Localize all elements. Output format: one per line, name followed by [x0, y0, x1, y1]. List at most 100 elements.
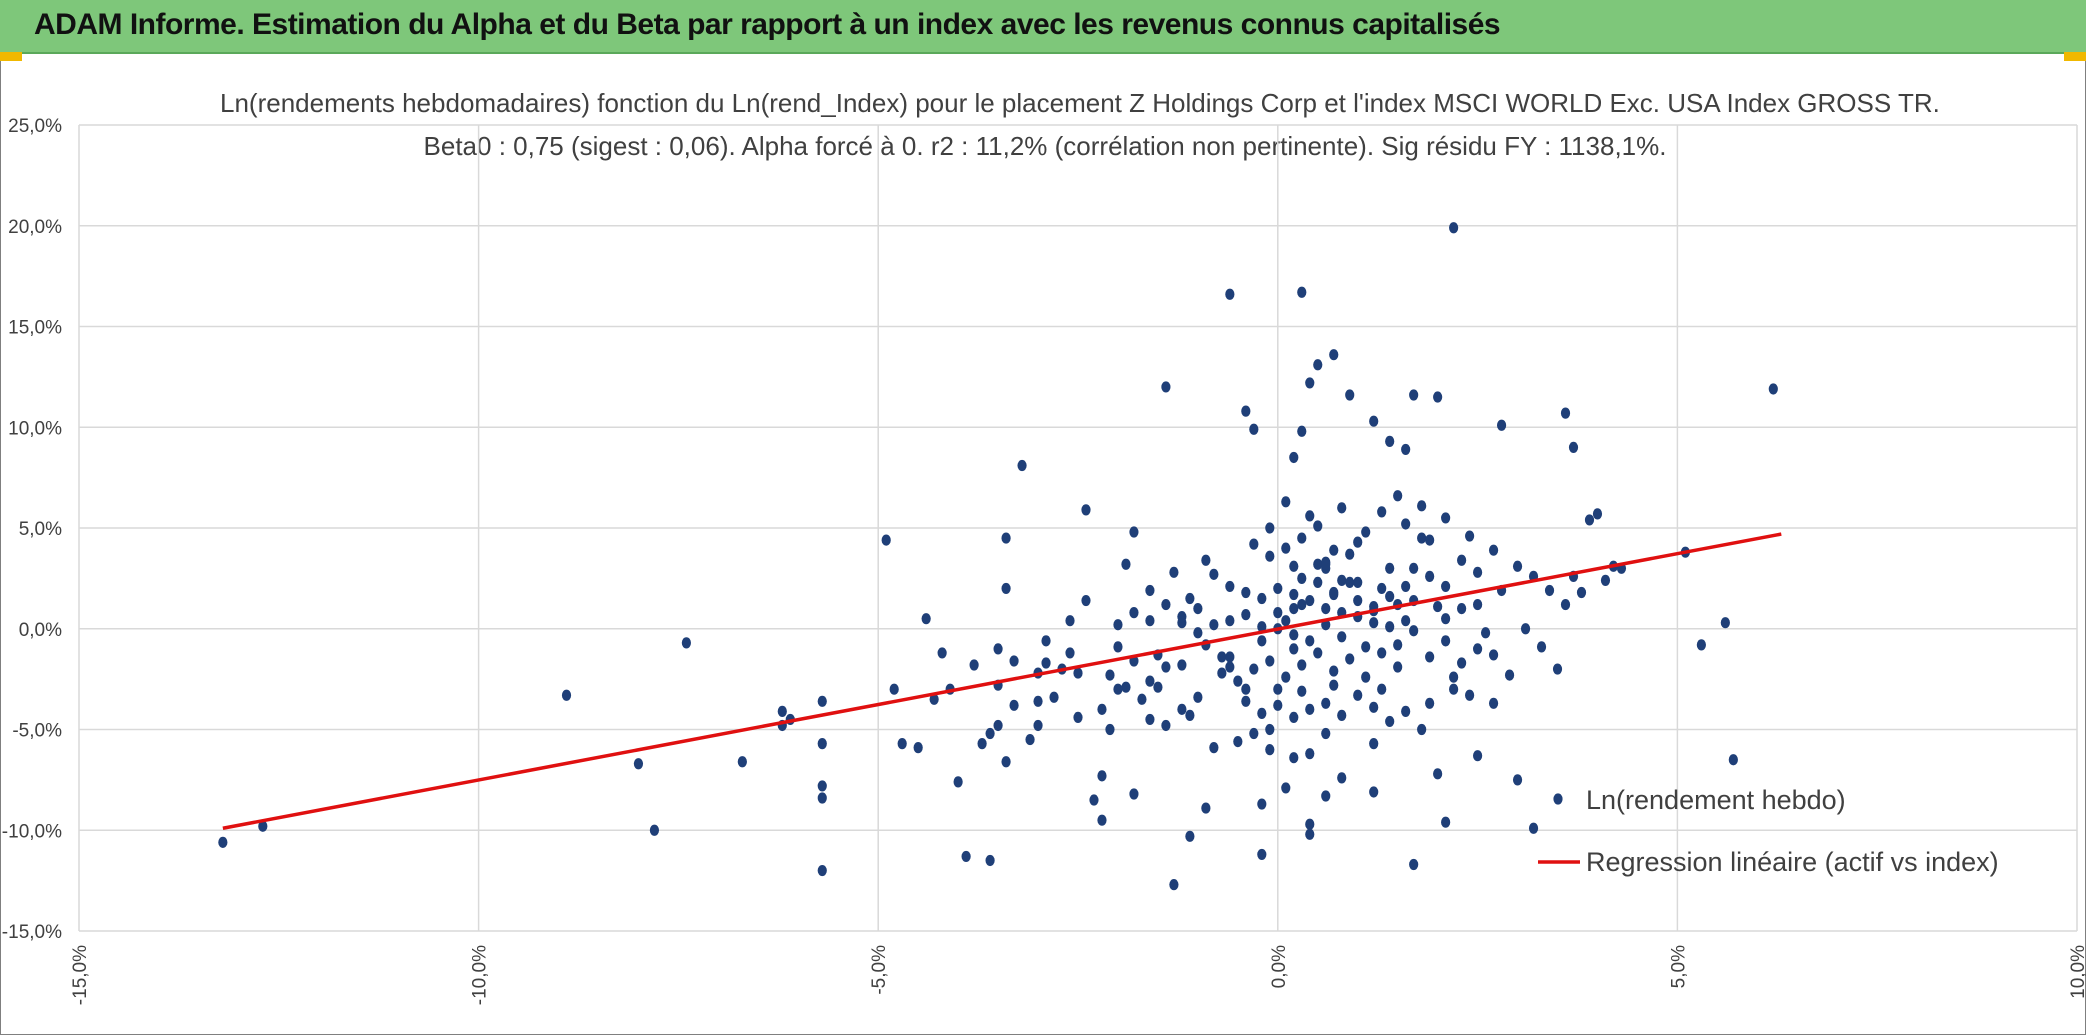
x-tick-label: -5,0% — [869, 945, 890, 995]
data-point — [1560, 407, 1571, 419]
data-point — [1409, 562, 1419, 574]
data-point — [1169, 566, 1179, 578]
data-point — [1353, 594, 1363, 607]
data-point — [1393, 639, 1403, 651]
regression-line-group — [222, 532, 1782, 830]
data-point — [969, 659, 979, 671]
data-point — [1536, 641, 1547, 653]
data-point — [1041, 635, 1051, 647]
data-point — [817, 780, 827, 792]
x-tick-label: 10,0% — [2068, 945, 2086, 999]
data-point — [1297, 572, 1307, 584]
data-point — [1385, 715, 1395, 728]
data-point — [777, 705, 787, 717]
grid-lines — [78, 124, 2078, 932]
data-point — [1233, 735, 1243, 748]
legend-scatter-label: Ln(rendement hebdo) — [1586, 785, 1846, 815]
data-point — [1353, 576, 1363, 589]
data-point — [1305, 828, 1315, 840]
data-point — [1441, 635, 1451, 647]
data-point — [1305, 748, 1315, 760]
data-point — [633, 758, 644, 770]
data-point — [1249, 538, 1259, 550]
data-point — [1361, 671, 1371, 683]
data-point — [1081, 594, 1091, 607]
data-point — [1393, 490, 1403, 502]
data-point — [1241, 695, 1251, 707]
data-point — [1305, 635, 1315, 647]
data-point — [1313, 647, 1323, 659]
data-point — [929, 693, 939, 705]
data-point — [1433, 600, 1443, 613]
data-point — [1193, 691, 1203, 703]
data-point — [1520, 623, 1531, 635]
data-point — [1161, 598, 1171, 611]
data-point — [1009, 699, 1019, 711]
data-point — [1289, 752, 1299, 764]
data-point — [1449, 222, 1459, 234]
data-point — [1305, 594, 1315, 607]
legend-line-label: Regression linéaire (actif vs index) — [1586, 847, 1999, 877]
data-point — [1001, 582, 1011, 595]
data-point — [1457, 554, 1467, 566]
data-point — [1425, 570, 1435, 582]
data-point — [817, 738, 827, 750]
data-point — [1297, 598, 1307, 611]
data-point — [1249, 663, 1259, 675]
data-point — [1177, 611, 1187, 623]
data-point — [1401, 443, 1411, 456]
data-point — [1289, 588, 1299, 601]
data-point — [1353, 536, 1363, 548]
data-point — [1377, 582, 1387, 595]
data-point — [1281, 542, 1291, 554]
data-point — [1033, 719, 1043, 732]
data-point — [258, 820, 268, 832]
data-point — [1361, 526, 1371, 538]
y-tick-label: -5,0% — [12, 721, 62, 742]
data-point — [1273, 582, 1283, 595]
legend-scatter-marker — [1553, 793, 1563, 805]
data-point — [1281, 615, 1291, 627]
data-point — [1720, 617, 1730, 629]
data-point — [1297, 659, 1307, 671]
data-point — [1329, 679, 1339, 691]
y-tick-label: -10,0% — [2, 821, 62, 842]
data-point — [1385, 562, 1395, 574]
data-point — [1281, 782, 1291, 794]
data-point — [1169, 879, 1179, 891]
data-point — [1185, 709, 1195, 721]
data-point — [1584, 514, 1595, 526]
data-point — [897, 738, 907, 750]
data-point — [1129, 607, 1139, 619]
data-point — [1353, 689, 1363, 701]
data-point — [1065, 615, 1075, 627]
corner-marker-top-left — [0, 52, 22, 61]
y-tick-label: 0,0% — [19, 620, 62, 641]
data-point — [1265, 655, 1275, 667]
data-point — [1488, 697, 1499, 709]
data-point — [1113, 641, 1123, 653]
data-point — [1361, 641, 1371, 653]
data-point — [1089, 794, 1099, 806]
data-point — [1073, 711, 1083, 724]
data-point — [1409, 389, 1419, 401]
data-point — [1313, 520, 1323, 532]
data-point — [1257, 592, 1267, 605]
data-point — [1512, 560, 1523, 572]
data-point — [993, 719, 1003, 732]
report-title: ADAM Informe. Estimation du Alpha et du … — [34, 8, 1501, 41]
data-point — [1265, 744, 1275, 756]
data-point — [881, 534, 891, 546]
data-point — [1249, 423, 1259, 435]
data-point — [1241, 609, 1251, 621]
data-point — [1313, 558, 1323, 570]
data-point — [1385, 590, 1395, 603]
data-point — [1305, 818, 1315, 830]
data-point — [1273, 699, 1283, 711]
data-point — [1041, 657, 1051, 669]
data-point — [1552, 663, 1563, 675]
data-point — [1113, 683, 1123, 695]
data-point — [1465, 689, 1475, 701]
data-point — [1409, 625, 1419, 637]
x-tick-label: -15,0% — [70, 945, 91, 1005]
